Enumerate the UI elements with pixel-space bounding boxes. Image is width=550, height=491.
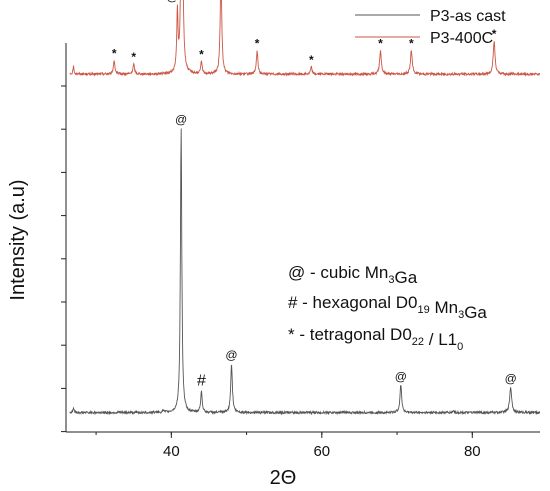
peak-marker: * <box>199 48 204 62</box>
phase-annotation-tetragonal: * - tetragonal D022 / L10 <box>288 325 463 353</box>
peak-marker: @ <box>505 371 517 385</box>
peak-marker: * <box>409 37 414 51</box>
legend-label: P3-as cast <box>430 8 506 25</box>
peak-marker: @ <box>175 113 187 127</box>
x-tick-label: 80 <box>464 443 481 460</box>
peak-marker: * <box>131 50 136 64</box>
x-tick-label: 60 <box>313 443 330 460</box>
peak-marker: @ <box>395 369 407 383</box>
peak-marker: # <box>197 373 206 390</box>
series-layer <box>69 0 541 416</box>
x-axis-label: 2Θ <box>270 467 297 489</box>
legend: P3-as cast P3-400C <box>355 8 506 47</box>
peak-marker: * <box>378 37 383 51</box>
peak-marker-layer: @#@@@**@******** <box>112 0 517 390</box>
y-axis-ticks <box>61 85 66 433</box>
peak-marker: @ <box>166 0 178 3</box>
y-axis-label: Intensity (a.u) <box>7 179 29 300</box>
phase-annotation-cubic: @ - cubic Mn3Ga <box>288 263 418 287</box>
peak-marker: * <box>112 46 117 60</box>
series-line <box>69 128 541 416</box>
peak-marker: * <box>309 53 314 67</box>
legend-label: P3-400C <box>430 30 493 47</box>
x-axis-ticks: 40 60 80 <box>95 432 481 460</box>
phase-annotation-hexagonal: # - hexagonal D019 Mn3Ga <box>288 293 487 322</box>
peak-marker: * <box>255 37 260 51</box>
peak-marker: * <box>492 27 497 41</box>
x-tick-label: 40 <box>163 443 180 460</box>
peak-marker: @ <box>225 348 237 362</box>
plot-frame <box>65 43 540 433</box>
series-line <box>69 0 541 77</box>
phase-annotation-box: @ - cubic Mn3Ga # - hexagonal D019 Mn3Ga *… <box>288 263 487 353</box>
